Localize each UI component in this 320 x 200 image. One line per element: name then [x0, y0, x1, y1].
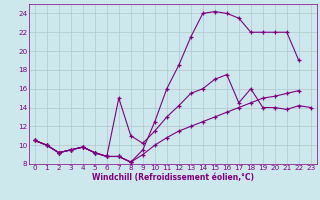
- X-axis label: Windchill (Refroidissement éolien,°C): Windchill (Refroidissement éolien,°C): [92, 173, 254, 182]
